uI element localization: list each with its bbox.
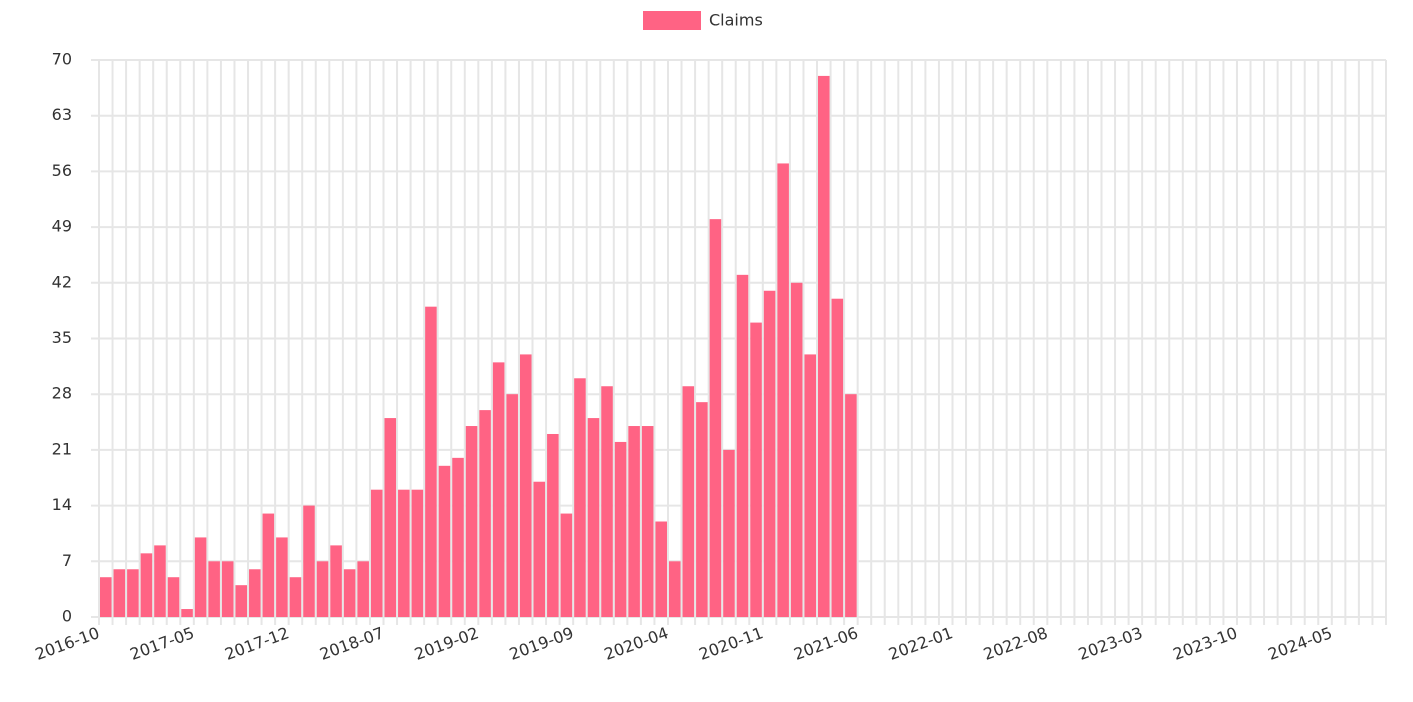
bar xyxy=(574,378,586,617)
bar xyxy=(750,322,762,617)
x-tick-label: 2020-11 xyxy=(696,623,765,664)
bar xyxy=(763,290,776,617)
x-tick-label: 2016-10 xyxy=(33,623,102,664)
bar xyxy=(249,569,261,617)
x-tick-label: 2022-08 xyxy=(981,623,1050,664)
bar xyxy=(235,585,248,617)
legend-label: Claims xyxy=(709,11,763,30)
bar xyxy=(655,521,667,617)
bar xyxy=(696,402,708,617)
y-tick-label: 35 xyxy=(52,328,72,347)
bar xyxy=(276,537,288,617)
bar xyxy=(492,362,505,617)
bar xyxy=(668,561,681,617)
bar xyxy=(154,545,166,617)
y-tick-label: 56 xyxy=(52,161,72,180)
bar xyxy=(804,354,817,617)
bar xyxy=(465,426,478,617)
bar xyxy=(330,545,342,617)
bar xyxy=(438,465,451,617)
x-tick-label: 2019-09 xyxy=(507,623,576,664)
bar xyxy=(343,569,356,617)
bar xyxy=(370,489,383,617)
x-tick-label: 2023-10 xyxy=(1171,623,1240,664)
bar xyxy=(316,561,329,617)
bar xyxy=(560,513,573,617)
y-tick-label: 21 xyxy=(52,439,72,458)
x-tick-label: 2020-04 xyxy=(602,623,671,664)
bar xyxy=(262,513,275,617)
bar xyxy=(127,569,139,617)
y-tick-label: 7 xyxy=(62,551,72,570)
y-tick-label: 42 xyxy=(52,272,72,291)
bar xyxy=(221,561,234,617)
x-tick-label: 2019-02 xyxy=(412,623,481,664)
bar xyxy=(547,433,559,617)
bar xyxy=(289,577,302,617)
bar xyxy=(790,282,803,617)
bar xyxy=(398,489,410,617)
bar xyxy=(777,163,789,617)
bar xyxy=(452,457,464,617)
bar xyxy=(384,418,397,617)
bar xyxy=(601,386,613,617)
x-tick-label: 2022-01 xyxy=(886,623,955,664)
bar xyxy=(194,537,207,617)
y-tick-label: 14 xyxy=(52,495,72,514)
bar xyxy=(533,481,546,617)
bar xyxy=(113,569,126,617)
x-tick-label: 2023-03 xyxy=(1076,623,1145,664)
x-tick-label: 2021-06 xyxy=(791,623,860,664)
bar xyxy=(506,394,518,617)
bar xyxy=(641,426,654,617)
bar xyxy=(425,306,437,617)
bar xyxy=(587,418,600,617)
bar xyxy=(736,274,749,617)
bar xyxy=(818,75,830,617)
bar xyxy=(100,577,112,617)
bar xyxy=(140,553,153,617)
bar xyxy=(845,394,857,617)
bar xyxy=(357,561,369,617)
x-tick-label: 2018-07 xyxy=(317,623,386,664)
bar xyxy=(411,489,424,617)
bar xyxy=(614,441,627,617)
x-tick-label: 2024-05 xyxy=(1265,623,1334,664)
bar xyxy=(628,426,640,617)
y-tick-label: 49 xyxy=(52,217,72,236)
bar xyxy=(831,298,844,617)
bar xyxy=(303,505,315,617)
bar xyxy=(519,354,532,617)
bar xyxy=(181,609,193,617)
bar xyxy=(682,386,695,617)
x-tick-label: 2017-05 xyxy=(127,623,196,664)
bar xyxy=(167,577,180,617)
x-tick-label: 2017-12 xyxy=(222,623,291,664)
bar xyxy=(479,410,491,617)
y-tick-label: 0 xyxy=(62,607,72,626)
y-tick-label: 63 xyxy=(52,105,72,124)
bar xyxy=(208,561,220,617)
y-tick-label: 28 xyxy=(52,384,72,403)
bar xyxy=(709,219,722,617)
y-tick-label: 70 xyxy=(52,50,72,69)
legend-swatch xyxy=(643,11,701,30)
bar xyxy=(723,449,735,617)
